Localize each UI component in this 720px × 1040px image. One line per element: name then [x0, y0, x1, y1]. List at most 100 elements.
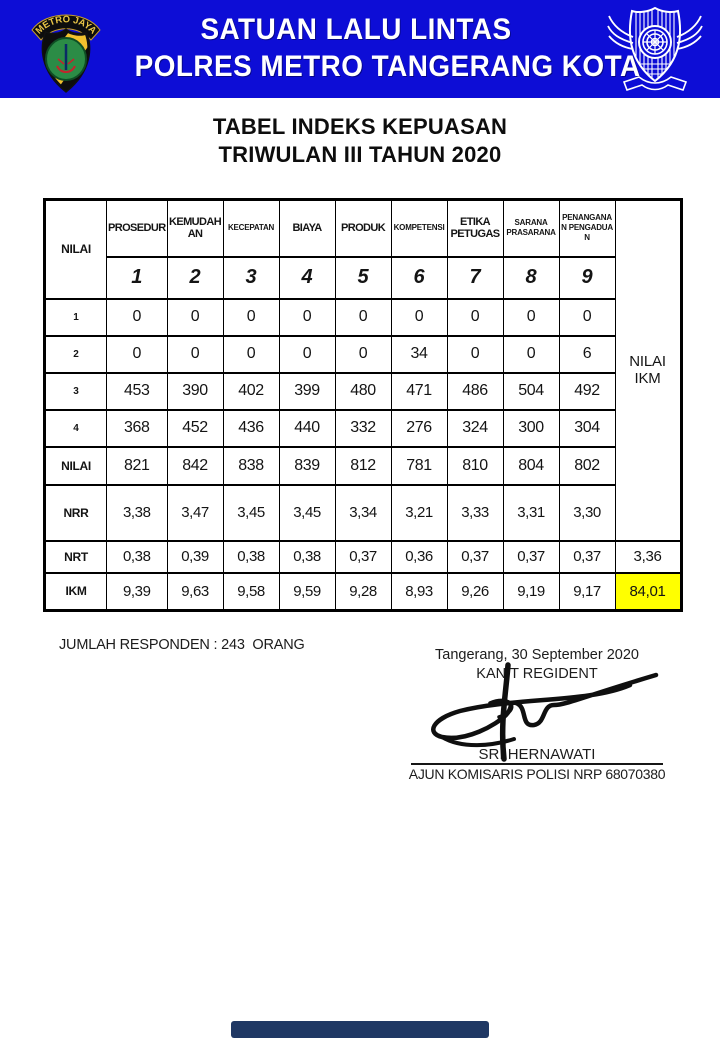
table-cell: 6	[558, 334, 616, 374]
table-cell: 839	[278, 445, 336, 486]
table-cell: 390	[166, 371, 224, 411]
letterhead-title: SATUAN LALU LINTAS POLRES METRO TANGERAN…	[118, 11, 641, 85]
table-cell: 802	[558, 445, 616, 486]
table-cell: 3,31	[502, 483, 560, 542]
position-title: KANIT REGIDENT	[476, 666, 598, 682]
table-cell: 324	[446, 408, 504, 448]
ikm-table: NILAI PROSEDUR KEMUDAHAN KECEPATAN BIAYA…	[43, 198, 683, 612]
col-number: 4	[278, 255, 336, 300]
table-cell: 0	[446, 297, 504, 337]
col-header-penanganan-pengaduan: PENANGANAN PENGADUAN	[558, 198, 616, 258]
table-cell: 0	[222, 297, 280, 337]
table-cell: 440	[278, 408, 336, 448]
table-cell: 3,21	[390, 483, 448, 542]
table-cell: 0	[502, 297, 560, 337]
table-cell: 0	[106, 297, 168, 337]
col-header-sarana-prasarana: SARANA PRASARANA	[502, 198, 560, 258]
row-label: NILAI	[44, 445, 107, 486]
col-header-kompetensi: KOMPETENSI	[390, 198, 448, 258]
row-label: 4	[44, 408, 107, 448]
table-cell: 9,63	[166, 571, 224, 612]
page-title-line1: TABEL INDEKS KEPUASAN	[212, 114, 508, 139]
table-row: 3 453 390 402 399 480 471 486 504 492	[44, 371, 682, 411]
table-cell: 0,39	[166, 539, 224, 574]
row-label: 1	[44, 297, 107, 337]
total-cell: 84,01	[614, 571, 682, 612]
table-cell: 480	[334, 371, 392, 411]
table-cell: 504	[502, 371, 560, 411]
row-label: 2	[44, 334, 107, 374]
table-cell: 436	[222, 408, 280, 448]
table-cell: 0	[166, 334, 224, 374]
table-cell: 812	[334, 445, 392, 486]
bottom-bar	[231, 1021, 489, 1038]
col-header-biaya: BIAYA	[278, 198, 336, 258]
row-label: 3	[44, 371, 107, 411]
row-label: NRR	[44, 483, 107, 542]
ikm-table-body: NILAI PROSEDUR KEMUDAHAN KECEPATAN BIAYA…	[44, 198, 682, 612]
table-cell: 0,37	[558, 539, 616, 574]
table-cell: 781	[390, 445, 448, 486]
table-cell: 0	[166, 297, 224, 337]
table-cell: 0,38	[106, 539, 168, 574]
respondents-count: JUMLAH RESPONDEN : 243 ORANG	[59, 637, 305, 653]
table-cell: 838	[222, 445, 280, 486]
traffic-police-emblem-icon	[607, 6, 703, 92]
table-cell: 0	[334, 334, 392, 374]
table-cell: 3,45	[278, 483, 336, 542]
col-number: 2	[166, 255, 224, 300]
col-header-prosedur: PROSEDUR	[106, 198, 168, 258]
table-cell: 0	[222, 334, 280, 374]
table-cell: 9,59	[278, 571, 336, 612]
table-cell: 0,38	[278, 539, 336, 574]
table-cell: 3,30	[558, 483, 616, 542]
header-row-numbers: 1 2 3 4 5 6 7 8 9	[45, 255, 682, 300]
col-header-kemudahan: KEMUDAHAN	[166, 198, 224, 258]
table-row: NILAI 821 842 838 839 812 781 810 804 802	[44, 445, 682, 486]
table-cell: 300	[502, 408, 560, 448]
table-cell: 9,58	[222, 571, 280, 612]
table-cell: 804	[502, 445, 560, 486]
table-cell: 9,26	[446, 571, 504, 612]
col-header-kecepatan: KECEPATAN	[222, 198, 280, 258]
table-cell: 3,38	[106, 483, 168, 542]
table-cell: 332	[334, 408, 392, 448]
table-cell: 842	[166, 445, 224, 486]
col-header-etika-petugas: ETIKA PETUGAS	[446, 198, 504, 258]
place-date: Tangerang, 30 September 2020	[435, 647, 639, 663]
total-cell: 3,36	[614, 539, 682, 574]
page-title-line2: TRIWULAN III TAHUN 2020	[218, 142, 502, 167]
table-row: 2 0 0 0 0 0 34 0 0 6	[44, 334, 682, 374]
page-title: TABEL INDEKS KEPUASAN TRIWULAN III TAHUN…	[0, 113, 720, 169]
table-cell: 0,37	[446, 539, 504, 574]
table-cell: 0	[502, 334, 560, 374]
table-cell: 452	[166, 408, 224, 448]
table-cell: 821	[106, 445, 168, 486]
header-row-categories: NILAI PROSEDUR KEMUDAHAN KECEPATAN BIAYA…	[44, 198, 682, 542]
table-row: NRT 0,38 0,39 0,38 0,38 0,37 0,36 0,37 0,37 0,37 3…	[44, 539, 682, 574]
col-number: 8	[502, 255, 560, 300]
table-cell: 402	[222, 371, 280, 411]
table-cell: 0	[390, 297, 448, 337]
table-cell: 453	[106, 371, 168, 411]
table-cell: 0	[558, 297, 616, 337]
table-row: 4 368 452 436 440 332 276 324 300 304	[44, 408, 682, 448]
nilai-ikm-cell: NILAI IKM	[614, 198, 682, 542]
table-row: NRR 3,38 3,47 3,45 3,45 3,34 3,21 3,33 3,31 3,30	[44, 483, 682, 542]
table-cell: 368	[106, 408, 168, 448]
table-cell: 3,34	[334, 483, 392, 542]
table-cell: 0	[278, 297, 336, 337]
table-cell: 9,17	[558, 571, 616, 612]
col-number: 7	[446, 255, 504, 300]
table-cell: 3,45	[222, 483, 280, 542]
table-cell: 399	[278, 371, 336, 411]
row-label: IKM	[44, 571, 107, 612]
letterhead-banner: METRO JAYA SATUAN LALU LINTAS POLRES MET…	[0, 0, 720, 98]
table-cell: 0,37	[334, 539, 392, 574]
table-cell: 304	[558, 408, 616, 448]
table-cell: 8,93	[390, 571, 448, 612]
table-cell: 0	[106, 334, 168, 374]
table-cell: 0,37	[502, 539, 560, 574]
